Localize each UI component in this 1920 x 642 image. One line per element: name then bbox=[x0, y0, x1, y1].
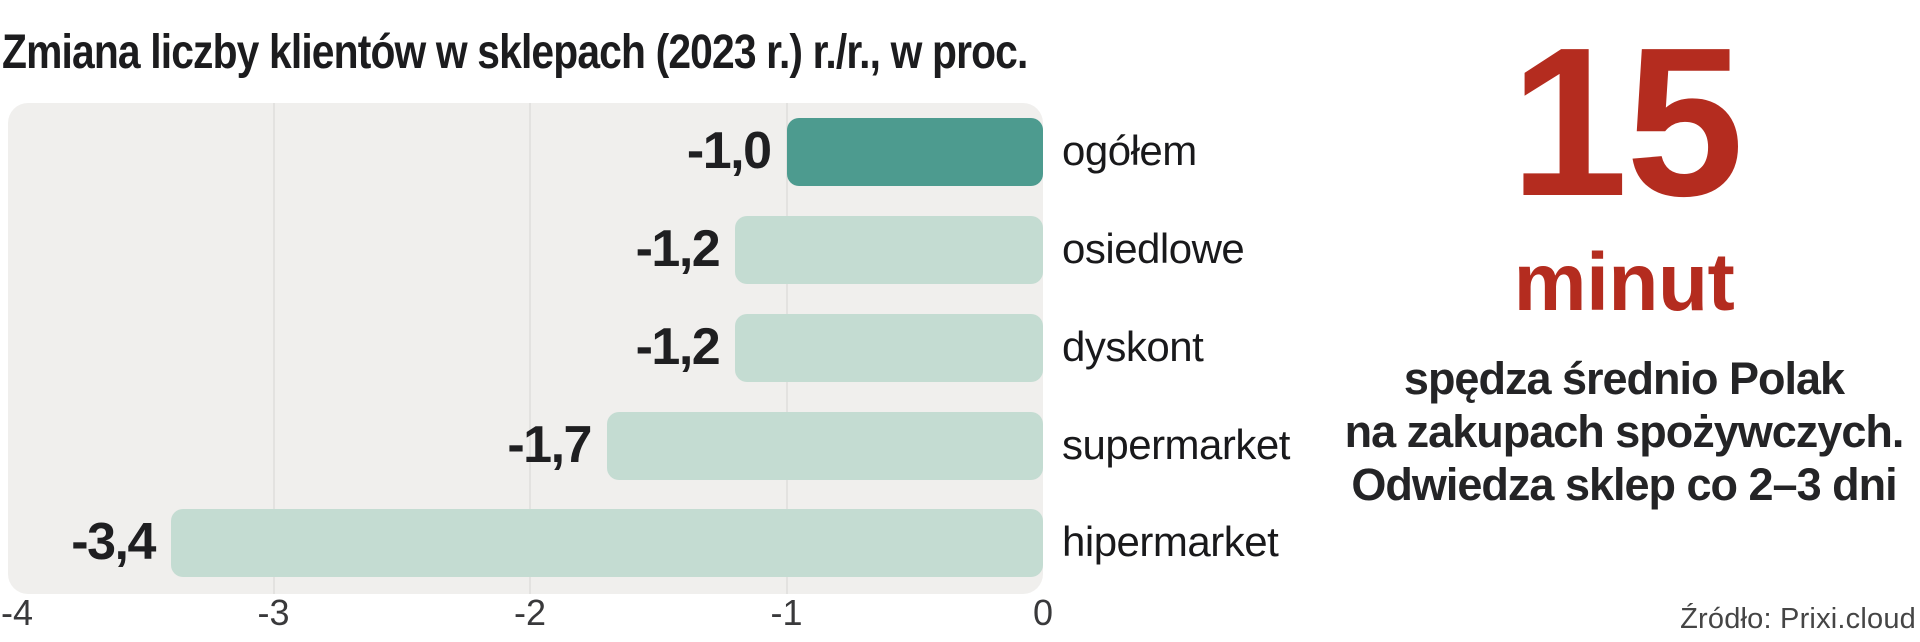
bar bbox=[735, 216, 1043, 284]
gridline bbox=[529, 103, 531, 594]
stat-description: spędza średnio Polak na zakupach spożywc… bbox=[1344, 352, 1905, 511]
plot-area: -1,0 -1,2 -1,2 -1,7 -3,4 bbox=[8, 103, 1043, 594]
x-tick-label: 0 bbox=[1032, 592, 1054, 633]
x-tick-label: -3 bbox=[257, 592, 290, 633]
bar bbox=[786, 118, 1043, 186]
bar-category-label: osiedlowe bbox=[1062, 225, 1245, 273]
bar bbox=[735, 314, 1043, 382]
bar bbox=[606, 412, 1043, 480]
stat-unit: minut bbox=[1513, 237, 1735, 328]
gridline bbox=[272, 103, 275, 594]
bar bbox=[170, 509, 1043, 577]
x-tick-label: -4 bbox=[0, 592, 34, 633]
x-tick-label: -1 bbox=[770, 592, 803, 633]
bar-value-label: -1,0 bbox=[686, 121, 772, 180]
bar-value-label: -1,2 bbox=[635, 219, 721, 278]
bar-category-label: hipermarket bbox=[1062, 518, 1279, 566]
stat-description-line: spędza średnio Polak bbox=[1403, 353, 1845, 404]
bar-value-label: -1,2 bbox=[635, 317, 721, 376]
bar-value-label: -3,4 bbox=[71, 512, 156, 571]
x-tick-label: -2 bbox=[513, 592, 547, 633]
source-note: Źródło: Prixi.cloud bbox=[1680, 603, 1916, 635]
stat-number: 15 bbox=[1510, 3, 1744, 240]
bar-category-label: ogółem bbox=[1062, 127, 1197, 175]
chart-title: Zmiana liczby klientów w sklepach (2023 … bbox=[2, 26, 1028, 79]
bar-value-label: -1,7 bbox=[507, 415, 592, 474]
bar-category-label: dyskont bbox=[1062, 323, 1204, 371]
stat-description-line: Odwiedza sklep co 2–3 dni bbox=[1351, 459, 1897, 510]
bar-category-label: supermarket bbox=[1062, 421, 1290, 469]
stat-description-line: na zakupach spożywczych. bbox=[1344, 406, 1905, 457]
